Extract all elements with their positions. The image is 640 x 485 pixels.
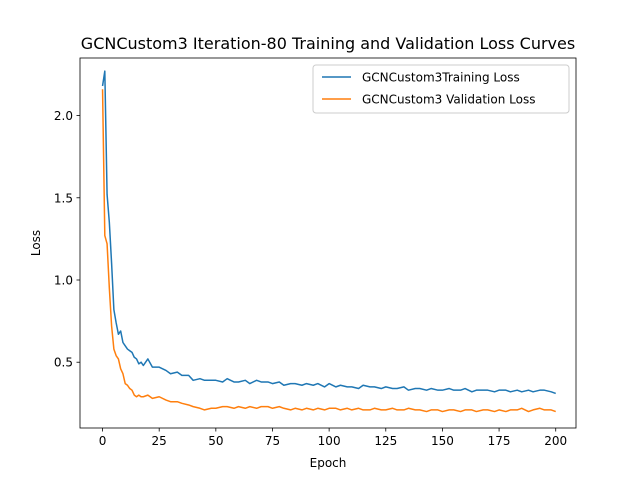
series-line-1 (101, 89, 556, 413)
x-tick-label: 175 (488, 434, 511, 448)
legend: GCNCustom3Training Loss GCNCustom3 Valida… (312, 64, 570, 114)
y-tick-label: 1.0 (54, 274, 73, 288)
y-tick-label: 2.0 (54, 109, 73, 123)
x-tick-label: 50 (208, 434, 223, 448)
x-tick-label: 150 (431, 434, 454, 448)
y-tick-label: 0.5 (54, 356, 73, 370)
x-tick-label: 0 (99, 434, 107, 448)
plot-frame (79, 57, 577, 429)
legend-label-0: GCNCustom3Training Loss (362, 71, 520, 85)
legend-label-1: GCNCustom3 Validation Loss (362, 93, 535, 107)
x-axis-label: Epoch (310, 456, 347, 470)
x-tick-label: 125 (374, 434, 397, 448)
chart-title: GCNCustom3 Iteration-80 Training and Val… (81, 34, 575, 53)
x-tick-label: 200 (544, 434, 567, 448)
x-tick-label: 100 (318, 434, 341, 448)
y-axis: 0.5 1.0 1.5 2.0 (54, 109, 80, 370)
series-line-0 (101, 70, 556, 395)
x-tick-label: 25 (152, 434, 167, 448)
y-axis-label: Loss (29, 230, 43, 256)
legend-box (312, 64, 570, 114)
y-tick-label: 1.5 (54, 191, 73, 205)
x-axis: 0 25 50 75 100 125 150 175 200 (99, 428, 567, 448)
x-tick-label: 75 (265, 434, 280, 448)
plot-area (101, 70, 556, 413)
